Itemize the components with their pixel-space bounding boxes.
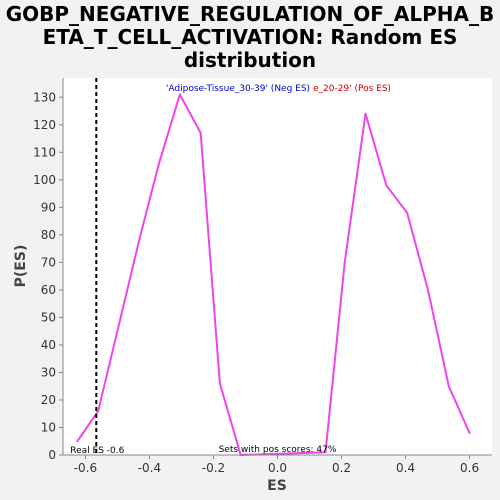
x-tick-label: -0.6 <box>74 461 97 475</box>
data-point <box>218 382 221 385</box>
x-tick-label: 0.0 <box>268 461 287 475</box>
es-distribution-line <box>76 93 471 456</box>
data-point <box>343 261 346 264</box>
y-tick-label: 90 <box>41 200 56 214</box>
y-tick-label: 40 <box>41 338 56 352</box>
y-axis-label: P(ES) <box>13 245 29 288</box>
data-point <box>158 162 161 165</box>
data-point <box>447 385 450 388</box>
legend-neg-es: 'Adipose-Tissue_30-39' (Neg ES) <box>166 84 310 94</box>
x-tick-label: 0.2 <box>332 461 351 475</box>
y-tick-label: 0 <box>48 448 56 462</box>
y-tick-label: 60 <box>41 283 56 297</box>
pos-scores-annotation: Sets with pos scores: 47% <box>219 445 337 455</box>
data-point <box>76 440 79 443</box>
y-tick-label: 50 <box>41 310 56 324</box>
chart-title-line-1: GOBP_NEGATIVE_REGULATION_OF_ALPHA_B <box>6 2 495 26</box>
y-tick-label: 130 <box>33 90 56 104</box>
y-tick-label: 20 <box>41 393 56 407</box>
data-point <box>178 93 181 96</box>
y-tick-label: 80 <box>41 228 56 242</box>
chart-title-line-3: distribution <box>184 48 316 72</box>
data-point <box>426 288 429 291</box>
legend-pos-es: e_20-29' (Pos ES) <box>313 84 391 94</box>
es-distribution-points <box>76 93 471 456</box>
x-axis-ticks: -0.6 -0.4 -0.2 0.0 0.2 0.4 0.6 <box>74 455 479 475</box>
chart-title-line-2: ETA_T_CELL_ACTIVATION: Random ES <box>43 25 458 49</box>
x-tick-label: -0.4 <box>138 461 161 475</box>
x-tick-label: 0.6 <box>460 461 479 475</box>
y-tick-label: 120 <box>33 118 56 132</box>
data-point <box>97 409 100 412</box>
y-tick-label: 100 <box>33 173 56 187</box>
data-point <box>324 451 327 454</box>
plot-area <box>63 78 492 455</box>
data-point <box>385 184 388 187</box>
data-point <box>138 236 141 239</box>
y-tick-label: 70 <box>41 255 56 269</box>
x-tick-label: -0.2 <box>202 461 225 475</box>
data-point <box>406 211 409 214</box>
real-es-label: Real ES -0.6 <box>70 446 124 456</box>
data-point <box>199 132 202 135</box>
y-tick-label: 110 <box>33 145 56 159</box>
y-axis-ticks: 0 10 20 30 40 50 60 70 80 90 100 110 120 130 <box>33 90 63 462</box>
x-axis-label: ES <box>267 478 287 494</box>
legend: 'Adipose-Tissue_30-39' (Neg ES) e_20-29'… <box>166 84 391 94</box>
data-point <box>468 431 471 434</box>
x-tick-label: 0.4 <box>396 461 415 475</box>
data-point <box>364 112 367 115</box>
y-tick-label: 10 <box>41 420 56 434</box>
y-tick-label: 30 <box>41 365 56 379</box>
